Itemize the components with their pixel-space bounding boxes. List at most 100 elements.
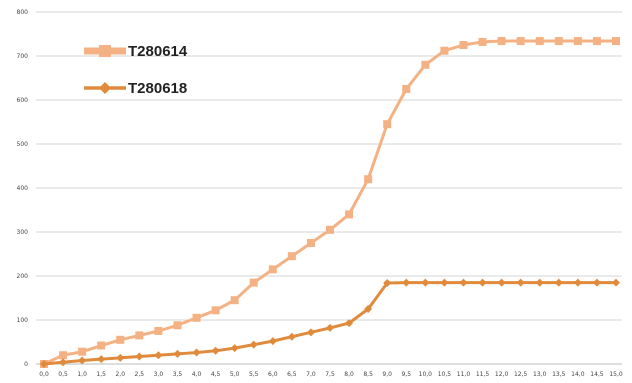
data-point bbox=[612, 37, 620, 46]
data-point bbox=[421, 60, 430, 69]
data-point bbox=[345, 210, 354, 219]
data-point bbox=[116, 335, 125, 344]
data-point bbox=[326, 323, 334, 332]
y-tick-label: 800 bbox=[17, 9, 29, 16]
data-point bbox=[40, 360, 48, 368]
x-tick-label: 2,0 bbox=[115, 371, 125, 378]
x-tick-label: 8,0 bbox=[344, 371, 354, 378]
x-tick-label: 11,0 bbox=[457, 371, 471, 378]
series-line-1 bbox=[42, 281, 618, 366]
x-tick-label: 10,5 bbox=[438, 371, 452, 378]
x-tick-label: 14,0 bbox=[571, 371, 585, 378]
data-point bbox=[554, 37, 563, 46]
data-point bbox=[154, 327, 163, 335]
data-point bbox=[402, 85, 411, 93]
data-point bbox=[287, 332, 296, 341]
data-point bbox=[383, 120, 392, 129]
data-point bbox=[230, 296, 239, 305]
legend-label: T280614 bbox=[128, 43, 188, 60]
x-tick-label: 1,5 bbox=[96, 371, 106, 378]
data-point bbox=[306, 328, 315, 337]
series-group bbox=[40, 37, 620, 368]
data-point bbox=[573, 278, 582, 287]
data-point bbox=[97, 341, 106, 350]
legend: T280614 T280618 bbox=[84, 43, 188, 97]
x-tick-label: 1,0 bbox=[77, 371, 87, 378]
data-point bbox=[192, 313, 201, 322]
data-point bbox=[154, 351, 163, 360]
x-tick-label: 13,5 bbox=[552, 371, 566, 378]
x-tick-label: 0,0 bbox=[39, 371, 49, 378]
data-point bbox=[383, 279, 392, 288]
data-point bbox=[287, 252, 296, 261]
y-axis-ticks: 0 100 200 300 400 500 600 700 800 bbox=[17, 9, 29, 368]
data-point bbox=[516, 37, 525, 46]
data-point bbox=[249, 340, 258, 349]
x-tick-label: 3,5 bbox=[173, 371, 183, 378]
y-tick-label: 400 bbox=[17, 185, 29, 192]
x-tick-label: 3,0 bbox=[154, 371, 164, 378]
legend-marker bbox=[99, 82, 111, 94]
x-tick-label: 4,0 bbox=[192, 371, 202, 378]
data-point bbox=[135, 331, 144, 340]
data-point bbox=[497, 278, 506, 287]
x-tick-label: 4,5 bbox=[211, 371, 221, 378]
data-point bbox=[592, 278, 601, 287]
y-tick-label: 700 bbox=[17, 53, 29, 60]
data-point bbox=[249, 278, 258, 287]
x-tick-label: 14,5 bbox=[590, 371, 604, 378]
y-tick-label: 0 bbox=[24, 361, 28, 368]
data-point bbox=[421, 278, 430, 287]
data-point bbox=[535, 37, 544, 46]
legend-label: T280618 bbox=[128, 80, 187, 97]
x-tick-label: 13,0 bbox=[533, 371, 547, 378]
data-point bbox=[478, 37, 487, 46]
data-point bbox=[97, 355, 106, 364]
x-tick-label: 6,5 bbox=[287, 371, 297, 378]
data-point bbox=[173, 321, 182, 330]
legend-marker bbox=[99, 45, 111, 57]
x-tick-label: 11,5 bbox=[476, 371, 490, 378]
x-tick-label: 7,5 bbox=[325, 371, 335, 378]
grid bbox=[36, 11, 622, 365]
x-tick-label: 0,5 bbox=[58, 371, 68, 378]
y-tick-label: 100 bbox=[17, 317, 29, 324]
x-tick-label: 5,5 bbox=[249, 371, 259, 378]
x-tick-label: 7,0 bbox=[306, 371, 316, 378]
y-tick-label: 500 bbox=[17, 141, 29, 148]
data-point bbox=[440, 46, 449, 55]
data-point bbox=[478, 278, 487, 287]
data-point bbox=[554, 278, 563, 287]
data-point bbox=[268, 337, 277, 346]
data-point bbox=[364, 175, 373, 184]
x-tick-label: 8,5 bbox=[363, 371, 373, 378]
y-tick-label: 200 bbox=[17, 273, 29, 280]
x-tick-label: 12,5 bbox=[514, 371, 528, 378]
data-point bbox=[497, 37, 506, 46]
x-tick-label: 15,0 bbox=[609, 371, 623, 378]
data-point bbox=[440, 278, 449, 287]
data-point bbox=[592, 37, 601, 46]
data-point bbox=[402, 278, 411, 287]
x-tick-label: 9,5 bbox=[401, 371, 411, 378]
data-point bbox=[211, 346, 220, 355]
data-point bbox=[573, 37, 582, 46]
data-point bbox=[516, 278, 525, 287]
data-point bbox=[59, 358, 68, 367]
data-point bbox=[173, 349, 182, 358]
data-point bbox=[364, 305, 373, 313]
data-point bbox=[459, 278, 468, 287]
x-tick-label: 9,0 bbox=[382, 371, 392, 378]
data-point bbox=[268, 265, 277, 274]
data-point bbox=[230, 344, 239, 353]
x-tick-label: 12,0 bbox=[495, 371, 509, 378]
data-point bbox=[192, 348, 201, 357]
data-point bbox=[326, 225, 334, 234]
data-point bbox=[78, 356, 87, 365]
x-tick-label: 6,0 bbox=[268, 371, 278, 378]
data-point bbox=[135, 352, 144, 361]
data-point bbox=[78, 347, 87, 356]
data-point bbox=[59, 351, 68, 360]
